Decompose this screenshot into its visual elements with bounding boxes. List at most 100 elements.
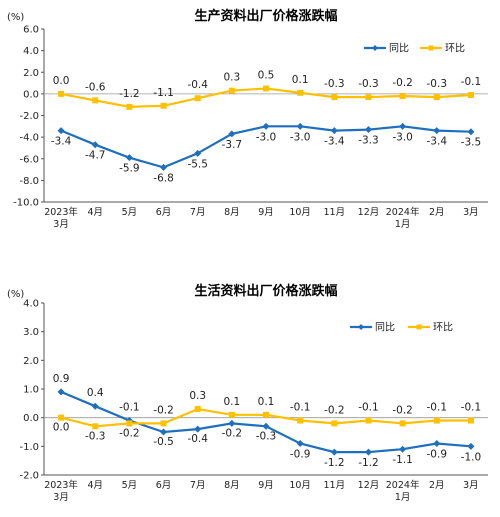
data-point-yoy	[296, 439, 304, 447]
data-point-mom	[160, 420, 167, 427]
data-label-yoy: -5.9	[119, 163, 140, 175]
y-tick-label: 1.0	[23, 385, 39, 396]
data-point-mom	[194, 406, 201, 413]
data-label-yoy: -0.9	[290, 448, 311, 460]
data-label-yoy: -3.3	[358, 135, 379, 147]
data-label-mom: -0.4	[187, 79, 208, 91]
data-point-mom	[263, 85, 269, 92]
data-label-yoy: 0.4	[87, 387, 104, 399]
x-tick-label: 2024年 1月	[386, 206, 420, 230]
data-label-mom: -0.1	[290, 402, 311, 414]
x-tick-label: 9月	[258, 480, 274, 491]
data-point-mom	[467, 91, 474, 98]
data-point-yoy	[57, 127, 65, 135]
data-point-yoy	[194, 425, 202, 433]
data-label-mom: 0.0	[53, 75, 70, 87]
x-tick-label: 6月	[156, 207, 172, 218]
data-label-mom: 0.1	[223, 396, 240, 408]
x-tick-label: 12月	[358, 207, 380, 218]
y-tick-label: 0.0	[23, 413, 39, 424]
data-point-yoy	[262, 122, 270, 130]
data-label-mom: -0.2	[119, 427, 140, 439]
x-tick-label: 2023年 3月	[44, 479, 78, 503]
data-label-yoy: -3.0	[392, 131, 413, 143]
y-tick-label: -2.0	[19, 111, 39, 122]
data-label-mom: -0.6	[85, 81, 106, 93]
x-tick-label: 4月	[87, 480, 103, 491]
data-point-yoy	[330, 127, 338, 135]
legend-label-mom: 环比	[433, 322, 453, 334]
data-point-mom	[467, 417, 474, 424]
data-label-yoy: -0.2	[222, 427, 243, 439]
data-label-yoy: -3.7	[222, 139, 243, 151]
data-point-yoy	[399, 122, 407, 130]
x-tick-label: 7月	[190, 480, 206, 491]
data-point-mom	[399, 420, 406, 427]
data-point-mom	[126, 103, 133, 110]
data-label-mom: -0.1	[461, 76, 482, 88]
data-point-yoy	[228, 419, 236, 427]
data-label-mom: -0.2	[392, 404, 413, 416]
data-label-mom: -0.2	[153, 404, 174, 416]
data-label-yoy: -0.5	[153, 436, 174, 448]
y-tick-label: -6.0	[19, 154, 39, 165]
x-tick-label: 2月	[429, 480, 445, 491]
x-tick-label: 6月	[156, 480, 172, 491]
data-label-yoy: -0.3	[256, 430, 277, 442]
data-label-yoy: -0.4	[187, 433, 208, 445]
data-label-mom: 0.3	[189, 390, 206, 402]
data-label-mom: 0.0	[53, 422, 70, 434]
x-tick-label: 3月	[463, 207, 479, 218]
data-label-yoy: -3.0	[256, 131, 277, 143]
data-point-mom	[433, 94, 440, 101]
data-label-yoy: -4.7	[85, 150, 106, 162]
data-point-mom	[297, 417, 304, 424]
data-point-mom	[263, 411, 269, 418]
y-tick-label: 4.0	[23, 46, 39, 57]
data-label-yoy: -0.1	[119, 402, 140, 414]
x-tick-label: 10月	[289, 207, 311, 218]
data-point-yoy	[91, 402, 99, 410]
chart-title: 生活资料出厂价格涨跌幅	[194, 283, 337, 299]
data-label-mom: -0.3	[85, 430, 106, 442]
legend-marker-mom	[428, 45, 434, 51]
x-tick-label: 8月	[224, 207, 240, 218]
chart-title: 生产资料出厂价格涨跌幅	[194, 8, 337, 24]
x-tick-label: 8月	[224, 480, 240, 491]
data-point-yoy	[194, 149, 202, 157]
data-point-yoy	[160, 428, 168, 436]
data-point-yoy	[228, 130, 236, 138]
y-tick-label: -1.0	[19, 442, 39, 453]
data-label-mom: -0.1	[461, 402, 482, 414]
y-tick-label: 3.0	[23, 327, 39, 338]
data-point-yoy	[125, 154, 133, 162]
data-label-yoy: -6.8	[153, 172, 174, 184]
y-tick-label: -10.0	[13, 198, 39, 209]
data-point-mom	[399, 93, 406, 100]
data-point-mom	[331, 420, 338, 427]
data-label-yoy: -0.9	[427, 448, 448, 460]
data-label-yoy: -5.5	[187, 158, 208, 170]
chart-1: 生产资料出厂价格涨跌幅 (%) 6.0 4.0 2.0 0.0 -2.0 -4.0 -6.0 -8…	[7, 8, 488, 230]
data-point-mom	[365, 417, 372, 424]
x-tick-label: 12月	[358, 480, 380, 491]
legend-marker-yoy	[372, 45, 378, 51]
data-label-yoy: 0.9	[53, 373, 70, 385]
data-label-mom: -1.2	[119, 88, 140, 100]
data-point-mom	[365, 94, 372, 101]
x-tick-label: 5月	[122, 207, 138, 218]
y-tick-label: 0.0	[23, 89, 39, 100]
data-label-mom: -0.2	[392, 77, 413, 89]
y-tick-label: -2.0	[19, 471, 39, 482]
data-point-mom	[194, 95, 201, 102]
data-label-mom: -0.3	[324, 78, 345, 90]
x-tick-label: 5月	[122, 480, 138, 491]
data-point-yoy	[296, 122, 304, 130]
data-label-yoy: -1.1	[392, 454, 413, 466]
data-point-yoy	[433, 439, 441, 447]
data-point-mom	[92, 423, 99, 430]
x-tick-label: 11月	[324, 480, 346, 491]
y-unit-label: (%)	[7, 12, 24, 23]
y-tick-label: -4.0	[19, 133, 39, 144]
